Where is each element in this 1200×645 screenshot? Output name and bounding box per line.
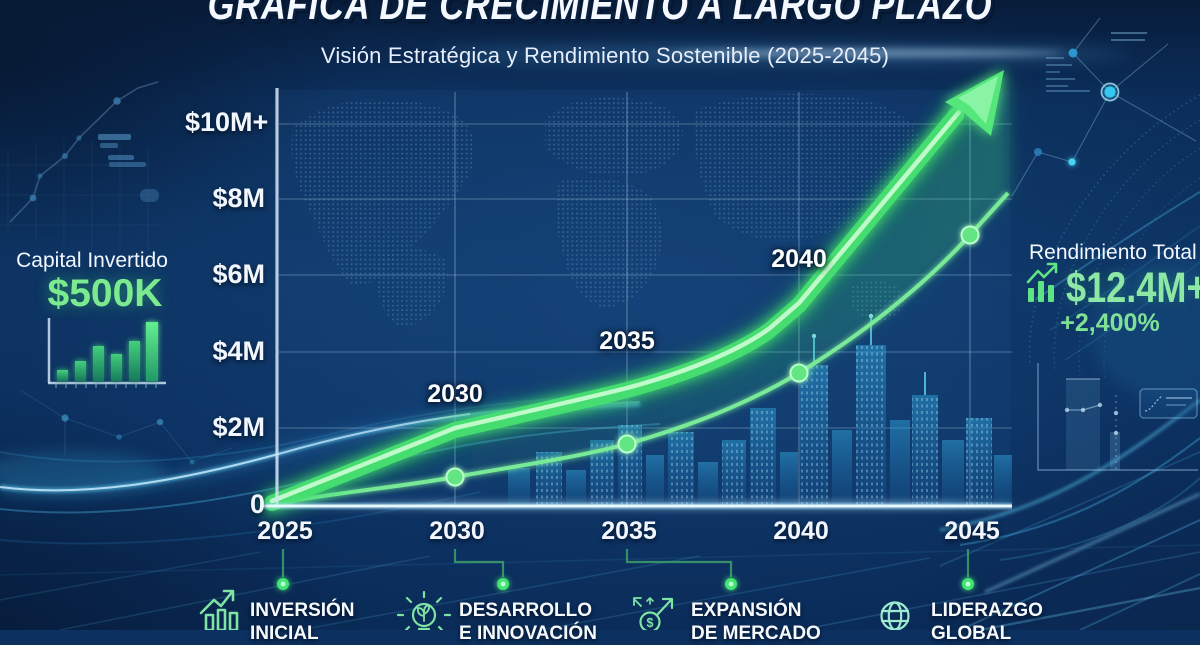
svg-text:$: $ (647, 616, 654, 630)
